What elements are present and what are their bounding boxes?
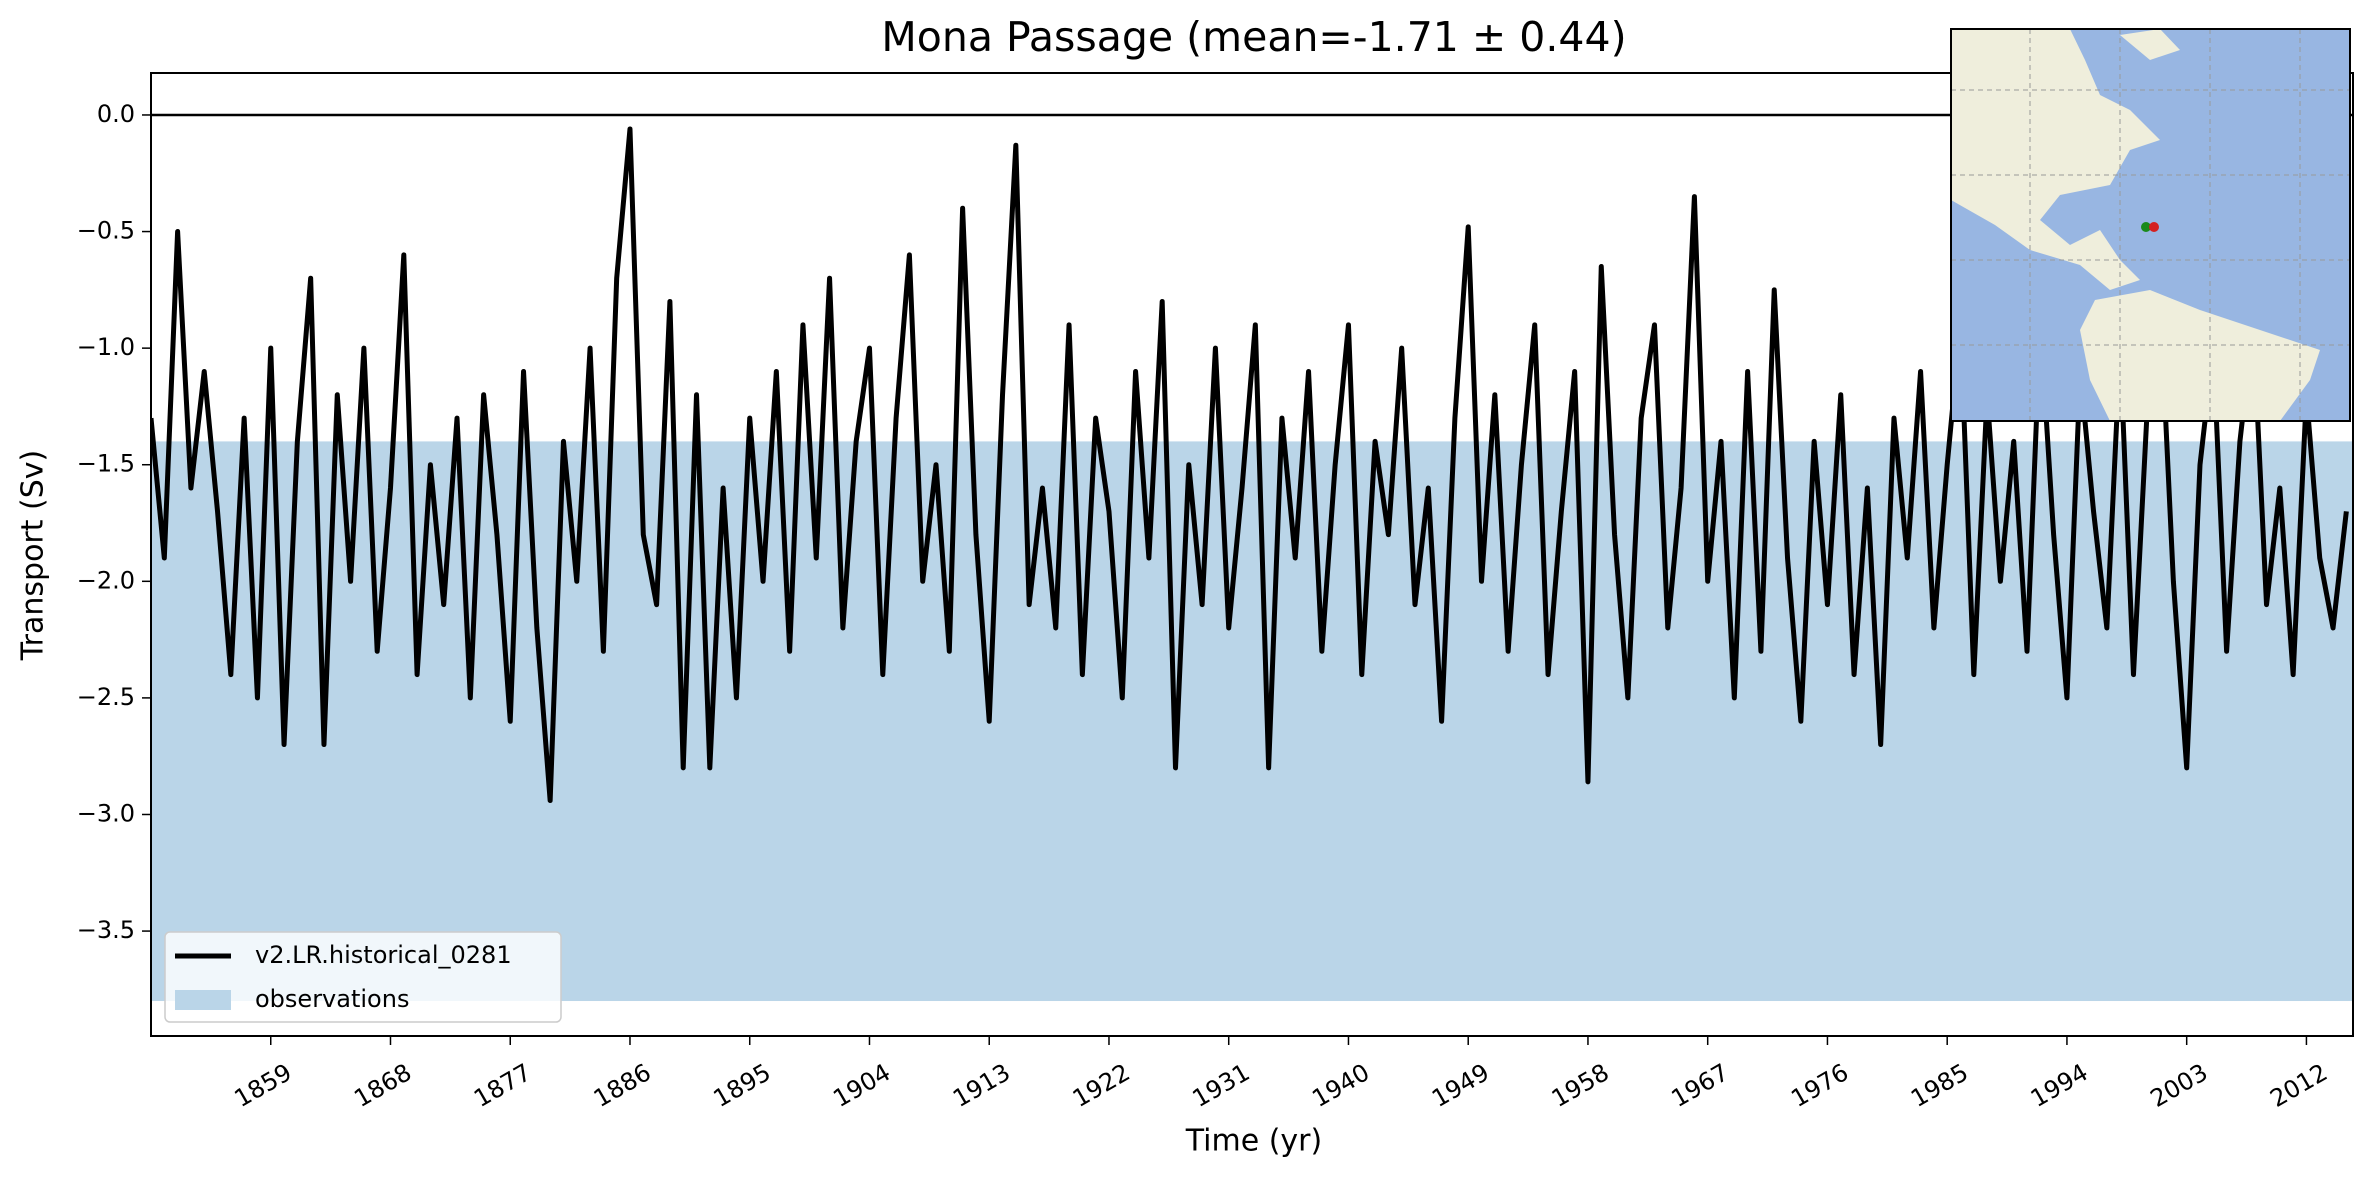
x-tick-label: 1931	[1188, 1058, 1255, 1113]
chart-title: Mona Passage (mean=-1.71 ± 0.44)	[881, 13, 1626, 61]
x-tick-label: 1949	[1427, 1058, 1494, 1113]
y-tick-label: −2.5	[77, 683, 135, 711]
observation-band	[151, 441, 2353, 1002]
x-tick-label: 1940	[1307, 1058, 1374, 1113]
x-tick-label: 1985	[1906, 1058, 1973, 1113]
x-tick-label: 1859	[230, 1058, 297, 1113]
y-tick-label: −1.0	[77, 333, 135, 361]
x-tick-label: 1904	[828, 1058, 895, 1113]
x-axis-label: Time (yr)	[1185, 1124, 1322, 1159]
y-tick-label: −3.5	[77, 916, 135, 944]
x-tick-label: 1877	[469, 1058, 536, 1113]
map-frame	[1950, 28, 2351, 422]
map-land	[1951, 29, 2160, 290]
legend-frame	[164, 931, 562, 1023]
y-tick-label: 0.0	[97, 100, 135, 128]
legend-label: v2.LR.historical_0281	[255, 941, 512, 969]
x-tick-label: 1922	[1068, 1058, 1135, 1113]
legend-label: observations	[255, 985, 409, 1013]
axes-frame	[150, 72, 2354, 1037]
y-tick-label: −3.0	[77, 799, 135, 827]
x-tick-label: 2003	[2146, 1058, 2213, 1113]
map-point	[2141, 222, 2151, 232]
x-tick-label: 1913	[948, 1058, 1015, 1113]
y-tick-label: −1.5	[77, 450, 135, 478]
x-tick-label: 1994	[2026, 1058, 2093, 1113]
x-tick-label: 1895	[709, 1058, 776, 1113]
map-land	[2080, 290, 2320, 421]
x-tick-label: 1976	[1786, 1058, 1853, 1113]
x-tick-label: 2012	[2265, 1058, 2332, 1113]
series-line	[151, 126, 2349, 803]
y-axis-label: Transport (Sv)	[16, 450, 51, 662]
plot-area: 0.0 −0.5 −1.0 −1.5 −2.0 −2.5 −3.0 −3.5 1859 1868 1…	[77, 72, 2354, 1113]
x-tick-label: 1967	[1667, 1058, 1734, 1113]
legend-swatch	[175, 990, 231, 1010]
map-graticule	[1951, 29, 2350, 421]
map-land	[2120, 29, 2180, 60]
x-tick-label: 1868	[349, 1058, 416, 1113]
x-tick-label: 1958	[1547, 1058, 1614, 1113]
y-tick-label: −0.5	[77, 217, 135, 245]
x-tick-label: 1886	[589, 1058, 656, 1113]
inset-map	[1950, 28, 2351, 422]
map-point	[2149, 222, 2159, 232]
y-tick-label: −2.0	[77, 566, 135, 594]
legend: v2.LR.historical_0281 observations	[164, 931, 562, 1023]
